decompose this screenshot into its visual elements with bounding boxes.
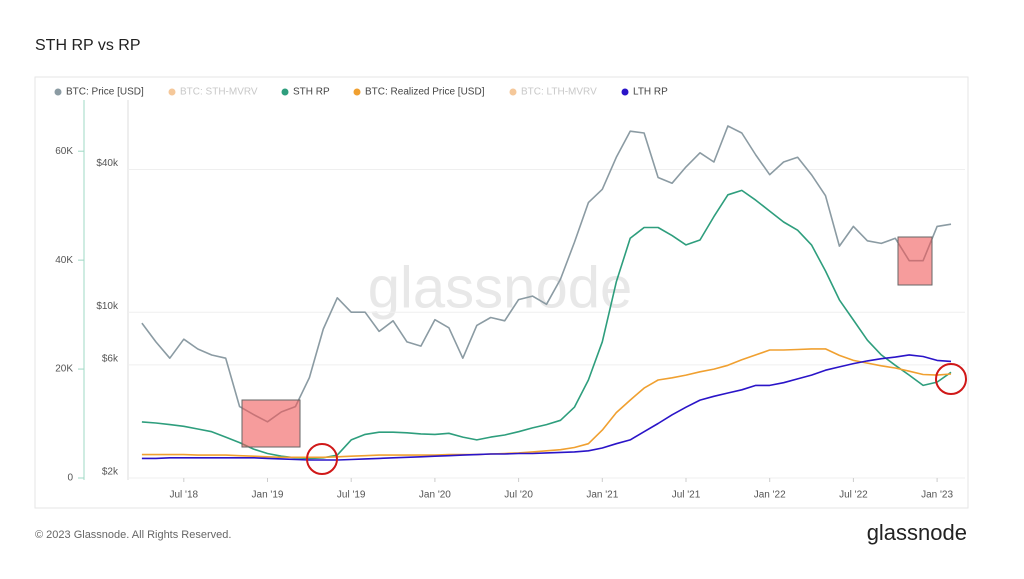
legend-marker [168, 88, 176, 96]
series-line [141, 348, 952, 459]
y2-tick-label: $40k [96, 158, 119, 169]
legend-label: BTC: Realized Price [USD] [365, 87, 485, 98]
legend-marker [54, 88, 62, 96]
legend-label: STH RP [293, 87, 330, 98]
y2-tick-label: $10k [96, 301, 119, 312]
legend-marker [621, 88, 629, 96]
y-tick-label: 40K [55, 255, 73, 266]
x-tick-label: Jul '19 [337, 490, 366, 501]
x-tick-label: Jan '19 [252, 490, 284, 501]
legend-label: BTC: LTH-MVRV [521, 87, 597, 98]
y2-tick-label: $6k [102, 353, 119, 364]
x-tick-label: Jan '21 [586, 490, 618, 501]
legend-marker [509, 88, 517, 96]
x-tick-label: Jul '18 [170, 490, 199, 501]
watermark: glassnode [368, 255, 632, 320]
y2-tick-label: $2k [102, 467, 119, 478]
legend-marker [281, 88, 289, 96]
series-line [141, 354, 952, 461]
x-tick-label: Jan '23 [921, 490, 953, 501]
legend-marker [353, 88, 361, 96]
copyright: © 2023 Glassnode. All Rights Reserved. [35, 529, 231, 541]
chart-card [34, 76, 969, 509]
y-tick-label: 20K [55, 364, 73, 375]
plot [128, 125, 965, 479]
highlight-circle [306, 443, 338, 475]
legend-label: LTH RP [633, 87, 668, 98]
highlight-box [897, 236, 933, 286]
x-tick-label: Jul '21 [672, 490, 701, 501]
highlight-circle [935, 363, 967, 395]
x-tick-label: Jan '22 [754, 490, 786, 501]
logo: glassnode [867, 520, 967, 545]
x-tick-label: Jan '20 [419, 490, 451, 501]
x-tick-label: Jul '22 [839, 490, 868, 501]
x-tick-label: Jul '20 [504, 490, 533, 501]
y-tick-label: 60K [55, 146, 73, 157]
series-line [141, 189, 952, 460]
chart-title: STH RP vs RP [35, 37, 141, 54]
legend-label: BTC: STH-MVRV [180, 87, 258, 98]
y-tick-label: 0 [67, 473, 73, 484]
highlight-box [241, 399, 301, 448]
legend-label: BTC: Price [USD] [66, 87, 144, 98]
